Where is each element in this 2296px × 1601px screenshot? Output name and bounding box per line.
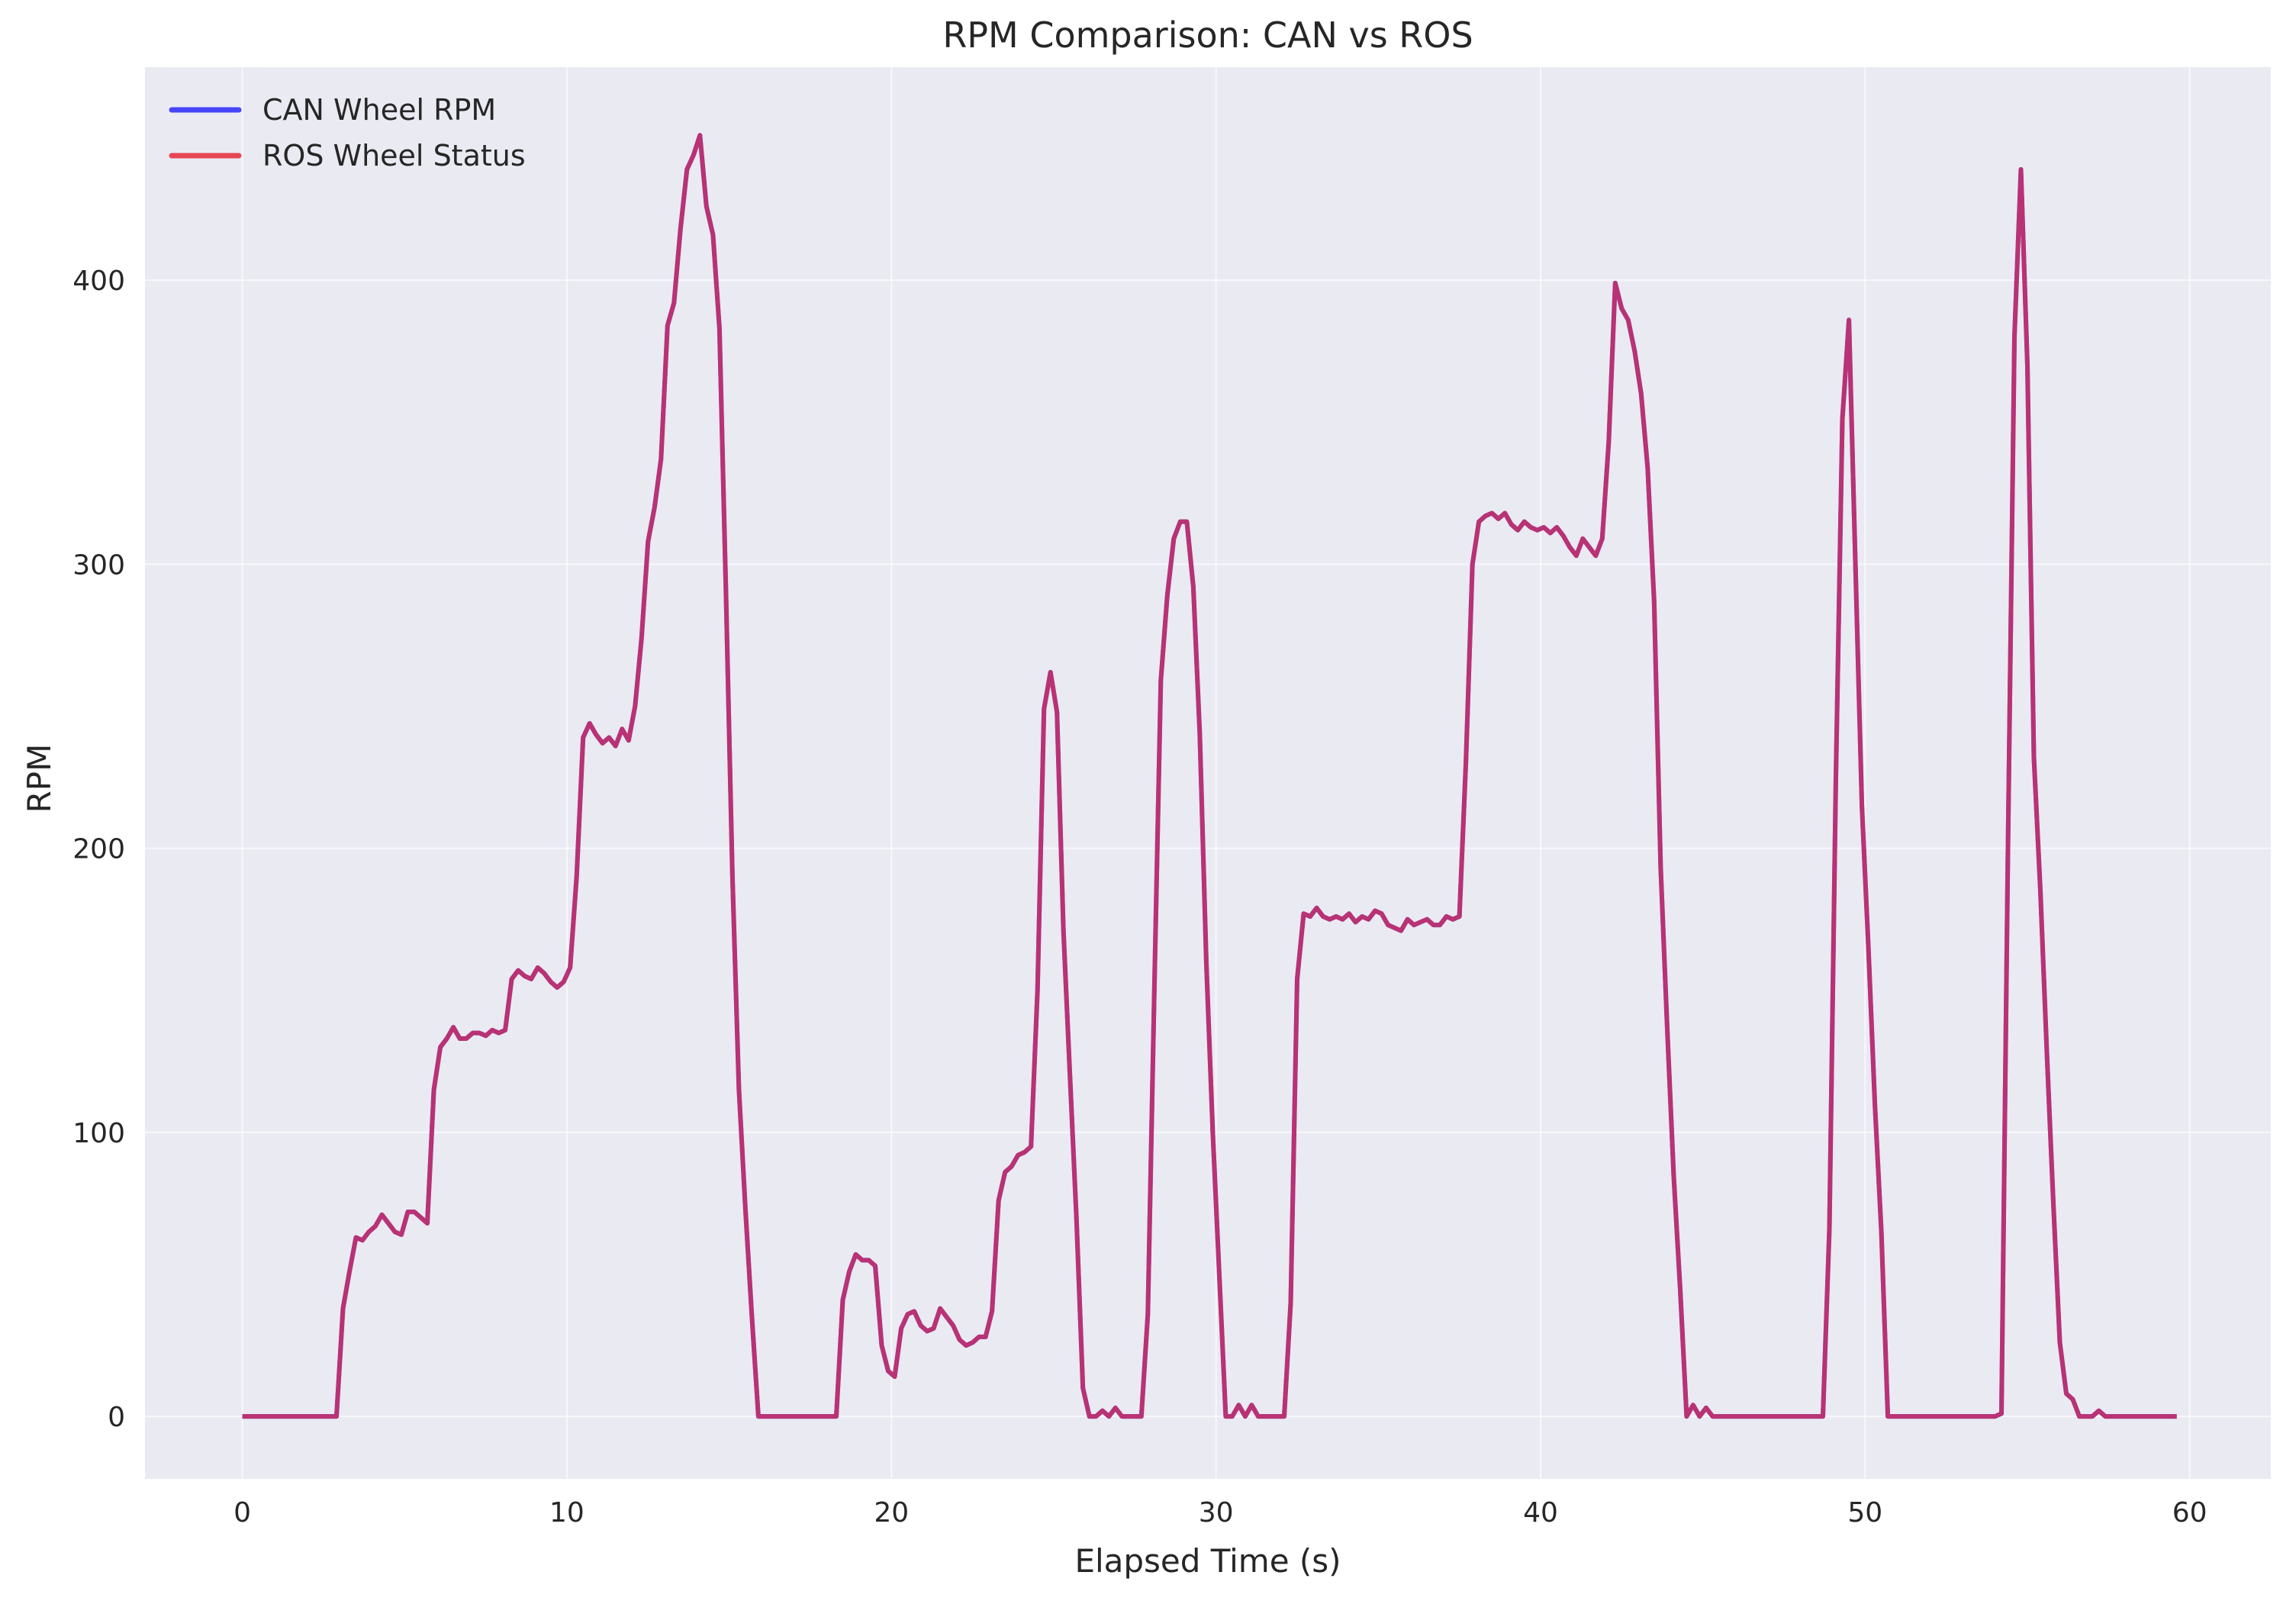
x-tick-label: 20 <box>874 1497 909 1529</box>
x-tick-label: 50 <box>1847 1497 1882 1529</box>
ros-wheel-status-line <box>242 133 2177 1419</box>
legend: CAN Wheel RPM ROS Wheel Status <box>169 93 526 172</box>
y-tick-label: 0 <box>108 1402 125 1433</box>
x-axis-ticks: 0 10 20 30 40 50 60 <box>233 1497 2207 1529</box>
y-axis-ticks: 0 100 200 300 400 <box>72 266 125 1433</box>
grid <box>145 67 2271 1479</box>
x-tick-label: 0 <box>233 1497 251 1529</box>
y-tick-label: 300 <box>72 549 125 581</box>
series-lines <box>242 133 2177 1419</box>
plot-area <box>145 67 2271 1479</box>
x-tick-label: 30 <box>1199 1497 1234 1529</box>
x-tick-label: 40 <box>1523 1497 1558 1529</box>
chart-title: RPM Comparison: CAN vs ROS <box>942 14 1473 56</box>
y-axis-label: RPM <box>21 744 58 813</box>
legend-label-can: CAN Wheel RPM <box>262 93 496 127</box>
legend-label-ros: ROS Wheel Status <box>262 139 526 172</box>
x-axis-label: Elapsed Time (s) <box>1074 1542 1341 1580</box>
y-tick-label: 400 <box>72 266 125 297</box>
y-tick-label: 200 <box>72 834 125 865</box>
x-tick-label: 10 <box>549 1497 584 1529</box>
y-tick-label: 100 <box>72 1118 125 1149</box>
x-tick-label: 60 <box>2172 1497 2207 1529</box>
